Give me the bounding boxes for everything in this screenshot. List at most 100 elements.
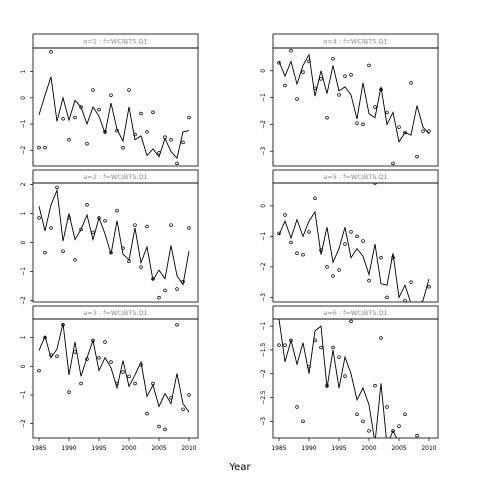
panel-3: a=2 : f=WCIBTS.Q1 −2 −1 0 1 2 xyxy=(20,169,199,305)
panel-frame xyxy=(32,47,199,167)
data-point xyxy=(403,130,407,135)
y-tick-label: −2 xyxy=(260,120,267,129)
series-line xyxy=(278,210,430,302)
data-point xyxy=(139,111,143,116)
data-point xyxy=(367,429,371,433)
data-point xyxy=(391,429,395,433)
data-point xyxy=(349,73,353,77)
data-point xyxy=(169,223,173,227)
data-point xyxy=(313,86,317,90)
data-point xyxy=(307,230,311,234)
data-point xyxy=(49,353,53,357)
y-tick-label: 0 xyxy=(20,240,27,244)
data-point xyxy=(157,151,161,155)
y-tick-label: −2 xyxy=(260,262,267,271)
data-point xyxy=(73,350,77,354)
data-point xyxy=(277,231,281,236)
data-point xyxy=(91,230,95,235)
panel-1: a=1 : f=WCIBTS.Q1 −2 −1 0 1 xyxy=(20,33,199,167)
data-point xyxy=(295,405,299,409)
data-point xyxy=(115,128,119,133)
data-point xyxy=(67,390,71,394)
data-point xyxy=(121,370,125,374)
data-point xyxy=(133,381,137,386)
series-line xyxy=(38,323,190,413)
data-point xyxy=(151,277,155,281)
panel-frame xyxy=(32,182,199,303)
data-point xyxy=(373,383,377,388)
data-point xyxy=(319,248,323,252)
panel-data xyxy=(277,319,419,438)
data-point xyxy=(97,355,101,360)
y-tick-label: −2 xyxy=(260,369,267,378)
data-point xyxy=(307,59,311,64)
data-point xyxy=(355,412,359,416)
data-point xyxy=(289,338,293,343)
data-point xyxy=(157,295,161,300)
y-tick-label: −2 xyxy=(20,419,27,428)
data-point xyxy=(361,239,365,243)
data-point xyxy=(277,343,281,347)
panel-data xyxy=(37,185,191,300)
panel-data xyxy=(37,50,191,166)
data-point xyxy=(109,360,113,364)
data-point xyxy=(67,138,71,142)
data-point xyxy=(115,381,119,386)
data-point xyxy=(391,256,395,260)
y-tick-label: −3 xyxy=(260,417,267,426)
data-point xyxy=(73,258,77,262)
panel-strip-label: a=1 : f=WCIBTS.Q1 xyxy=(83,37,147,45)
data-point xyxy=(349,230,353,234)
y-tick-label: 0 xyxy=(20,364,27,368)
x-tick-label: 2010 xyxy=(181,445,196,452)
data-point xyxy=(175,287,179,291)
data-point xyxy=(379,87,383,92)
data-point xyxy=(343,374,347,378)
panel-strip-label: a=3 : f=WCIBTS.Q1 xyxy=(83,309,147,317)
data-point xyxy=(109,93,113,97)
data-point xyxy=(415,433,419,438)
data-point xyxy=(61,249,65,253)
data-point xyxy=(61,322,65,327)
data-point xyxy=(355,121,359,125)
data-point xyxy=(415,154,419,159)
y-tick-label: −1 xyxy=(20,119,27,128)
data-point xyxy=(403,298,407,302)
data-point xyxy=(337,268,341,272)
data-point xyxy=(61,117,65,121)
data-point xyxy=(187,115,191,120)
data-point xyxy=(319,345,323,350)
data-point xyxy=(187,393,191,397)
panel-5: a=3 : f=WCIBTS.Q1 −2 −1 0 1 1985 1990 1995 2000 2… xyxy=(20,305,199,452)
data-point xyxy=(301,419,305,424)
data-point xyxy=(55,354,59,359)
y-tick-label: 1 xyxy=(20,70,27,74)
series-line xyxy=(38,76,190,160)
panels-layer: a=1 : f=WCIBTS.Q1 −2 −1 0 1 a=4 : f=WCIBTS.Q1… xyxy=(20,33,439,452)
x-tick-label: 1995 xyxy=(91,445,106,452)
data-point xyxy=(145,411,149,416)
data-point xyxy=(73,115,77,120)
x-tick-label: 1995 xyxy=(331,445,346,452)
data-point xyxy=(133,223,137,227)
data-point xyxy=(379,256,383,260)
data-point xyxy=(127,88,131,92)
data-point xyxy=(409,81,413,85)
data-point xyxy=(289,48,293,53)
data-point xyxy=(331,56,335,61)
data-point xyxy=(403,412,407,416)
data-point xyxy=(355,234,359,239)
data-point xyxy=(55,185,59,190)
data-point xyxy=(373,105,377,109)
y-tick-label: −1 xyxy=(20,267,27,276)
data-point xyxy=(175,322,179,327)
y-tick-label: 0 xyxy=(260,69,267,73)
data-point xyxy=(145,130,149,134)
data-point xyxy=(409,280,413,284)
data-point xyxy=(91,338,95,343)
data-point xyxy=(43,250,47,255)
y-tick-label: 1 xyxy=(20,211,27,215)
data-point xyxy=(37,145,41,150)
data-point xyxy=(133,132,137,137)
